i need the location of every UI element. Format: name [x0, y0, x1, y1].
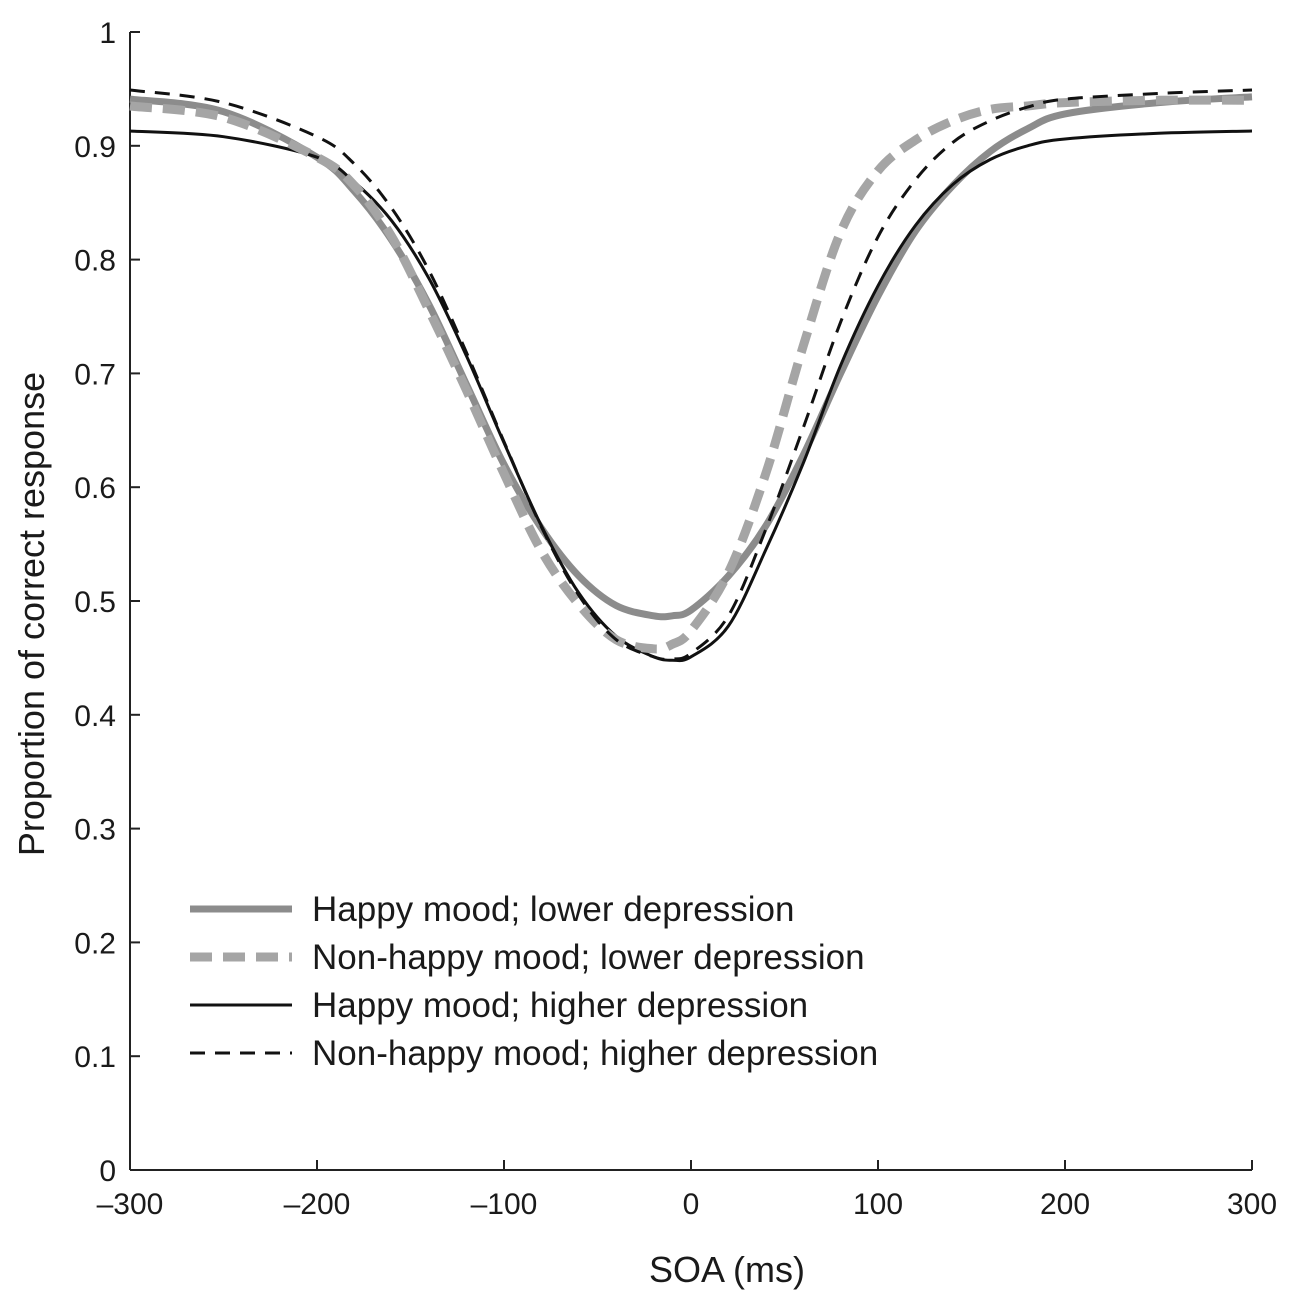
legend-label-1: Happy mood; lower depression: [312, 890, 794, 929]
y-tick-label: 0.3: [74, 814, 116, 847]
legend-label-4: Non-happy mood; higher depression: [312, 1034, 878, 1073]
x-tick-label: 300: [1227, 1188, 1277, 1221]
legend-label-3: Happy mood; higher depression: [312, 986, 808, 1025]
y-tick-label: 0: [99, 1155, 116, 1188]
y-tick-label: 0.4: [74, 700, 116, 733]
x-tick-label: –300: [97, 1188, 164, 1221]
tick-layer: –300 –200 –100 0 100 200 300 0 0.1 0.2 0.3 0.4 0.5 0.…: [74, 17, 1277, 1221]
series-line-2: [129, 95, 1253, 654]
x-tick-label: 200: [1040, 1188, 1090, 1221]
y-tick-label: 0.2: [74, 927, 116, 960]
x-axis-title: SOA (ms): [649, 1249, 805, 1290]
series-line-3: [129, 129, 1253, 663]
y-tick-label: 0.6: [74, 472, 116, 505]
series-layer: [129, 88, 1253, 663]
series-line-1: [129, 93, 1253, 621]
x-tick-label: –200: [284, 1188, 351, 1221]
y-tick-label: 0.7: [74, 358, 116, 391]
y-tick-label: 0.9: [74, 131, 116, 164]
series-line-4: [129, 88, 1253, 661]
x-tick-label: 0: [683, 1188, 700, 1221]
legend-label-2: Non-happy mood; lower depression: [312, 938, 865, 977]
y-tick-label: 0.8: [74, 245, 116, 278]
y-tick-label: 1: [99, 17, 116, 50]
x-tick-label: 100: [853, 1188, 903, 1221]
legend: Happy mood; lower depression Non-happy mo…: [190, 890, 878, 1073]
y-tick-label: 0.5: [74, 586, 116, 619]
y-axis-title: Proportion of correct response: [11, 372, 52, 856]
x-tick-label: –100: [471, 1188, 538, 1221]
y-tick-label: 0.1: [74, 1041, 116, 1074]
